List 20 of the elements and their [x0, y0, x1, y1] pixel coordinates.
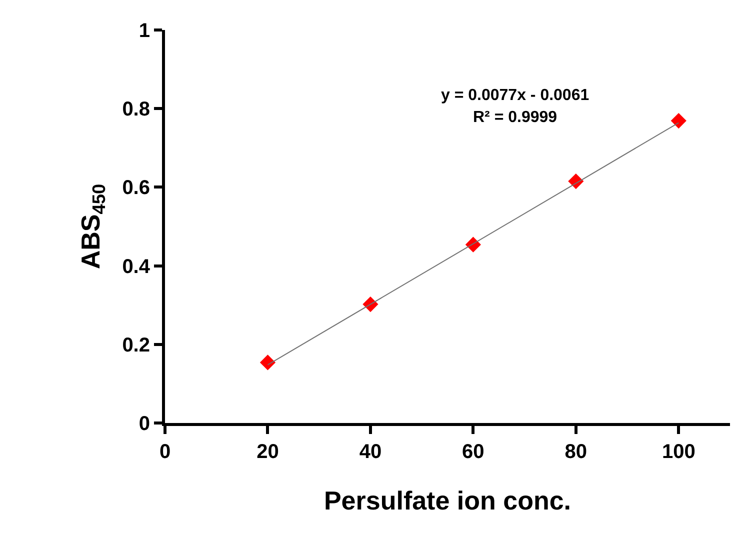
- y-tick-label: 0.4: [122, 256, 151, 278]
- y-tick-label: 0.2: [122, 334, 150, 356]
- point: [362, 296, 378, 312]
- x-tick-label: 20: [256, 441, 279, 463]
- point: [260, 354, 276, 370]
- y-tick-label: 1: [138, 20, 150, 42]
- point: [465, 236, 481, 252]
- y-tick-label: 0: [138, 413, 150, 435]
- point: [568, 174, 584, 190]
- annotation: R² = 0.9999: [473, 109, 558, 126]
- x-tick-label: 60: [462, 441, 484, 463]
- y-tick-label: 0.6: [122, 177, 150, 200]
- x-tick-label: 80: [564, 441, 588, 463]
- y-tick-label: 0.8: [122, 98, 150, 121]
- point: [670, 112, 686, 129]
- x-axis-title: Persulfate ion conc.: [324, 486, 572, 516]
- x-tick-label: 40: [359, 441, 382, 463]
- annotation: y = 0.0077x - 0.0061: [441, 87, 590, 104]
- x-tick-label: 100: [662, 441, 696, 463]
- x-tick-label: 0: [159, 441, 171, 463]
